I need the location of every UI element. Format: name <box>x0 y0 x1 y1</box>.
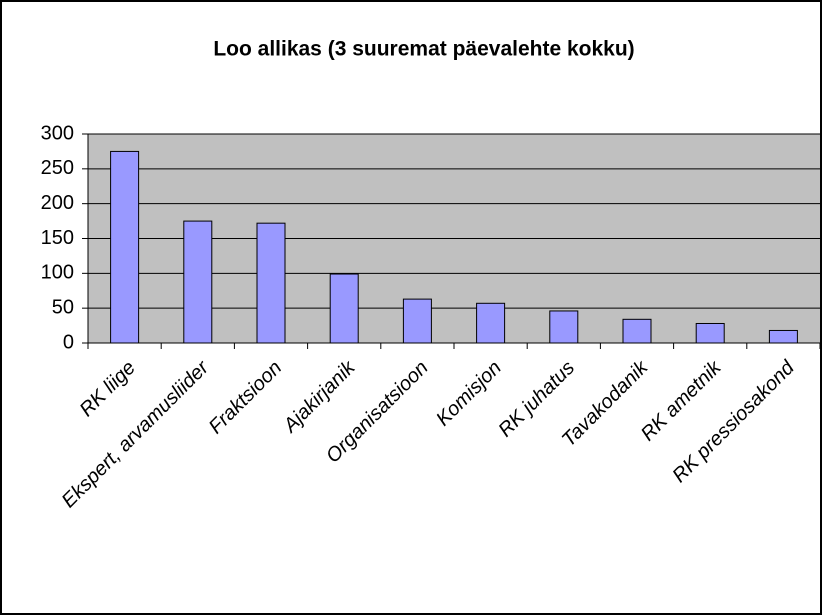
y-tick-label: 0 <box>63 331 74 353</box>
bar <box>110 150 140 344</box>
y-tick-label: 50 <box>52 296 74 318</box>
bar <box>695 322 725 344</box>
bar <box>256 222 286 344</box>
y-tick-label: 200 <box>41 192 74 214</box>
bar <box>329 273 359 344</box>
y-tick-label: 100 <box>41 262 74 284</box>
bar <box>768 329 798 344</box>
y-tick-label: 300 <box>41 122 74 144</box>
bar <box>549 310 579 344</box>
bar <box>622 318 652 344</box>
chart-title: Loo allikas (3 suuremat päevalehte kokku… <box>213 38 634 61</box>
bar <box>183 220 213 344</box>
bar <box>402 298 432 344</box>
y-tick-label: 150 <box>41 227 74 249</box>
bar <box>476 302 506 344</box>
y-tick-label: 250 <box>41 157 74 179</box>
